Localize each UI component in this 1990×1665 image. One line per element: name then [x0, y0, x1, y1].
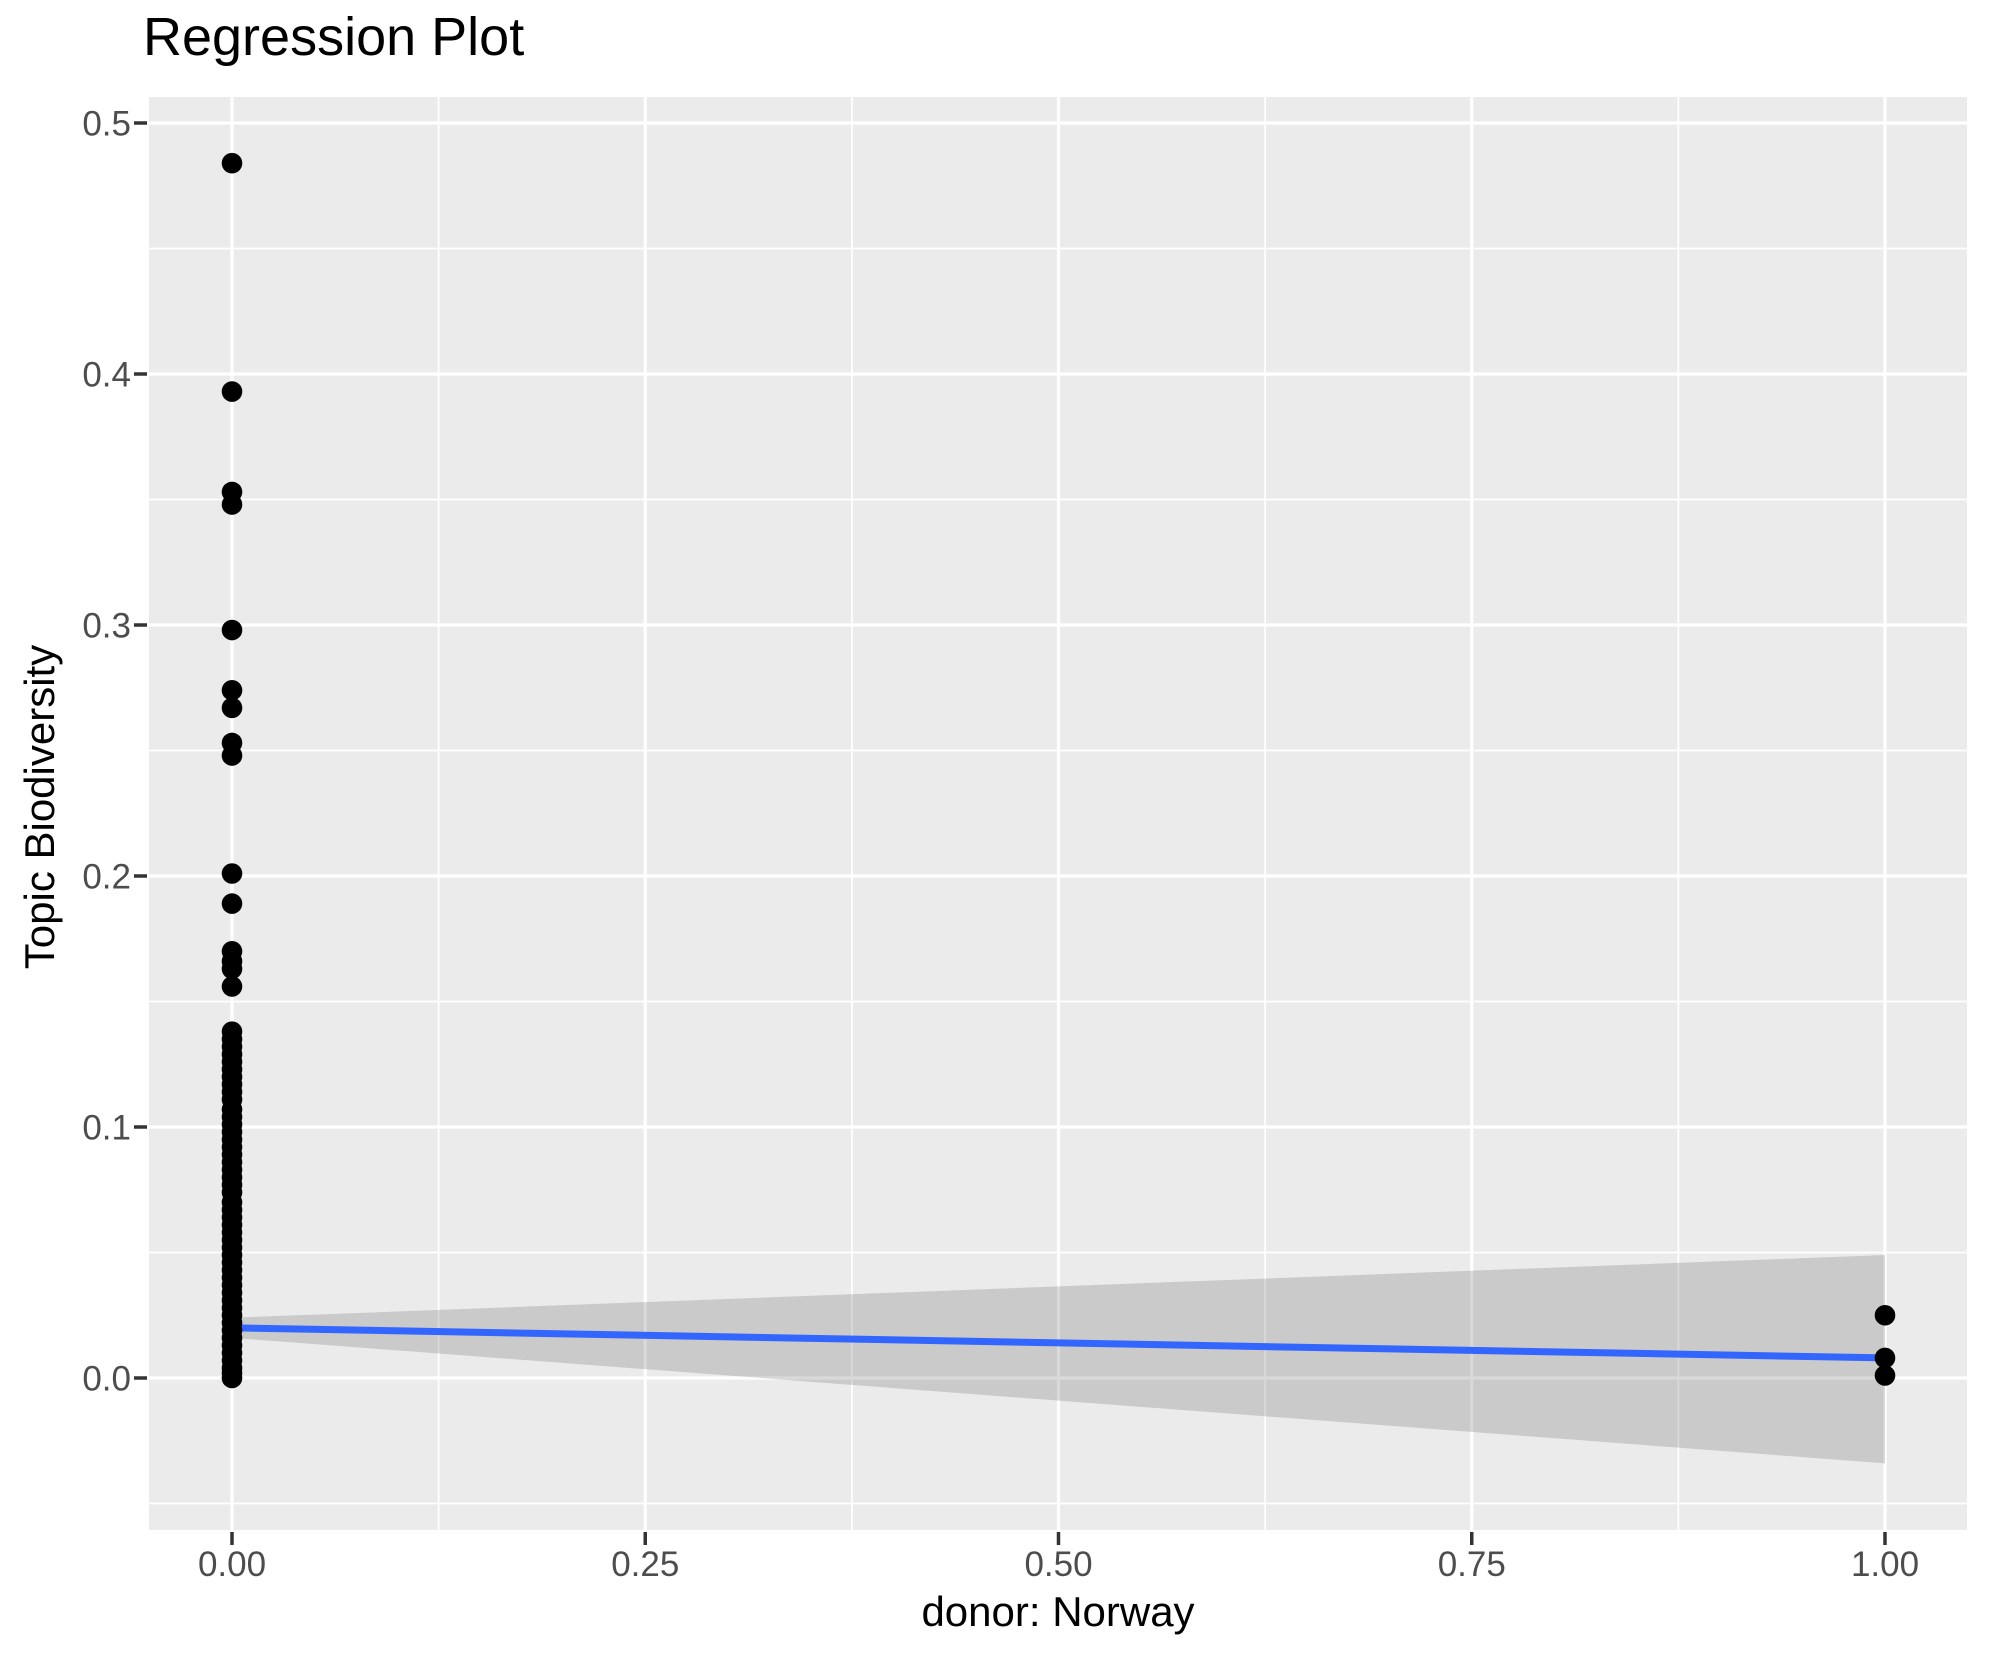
x-tick-label: 0.75 — [1438, 1545, 1506, 1584]
x-tick-label: 0.25 — [611, 1545, 679, 1584]
data-point — [221, 152, 243, 174]
x-tick-label: 0.50 — [1024, 1545, 1092, 1584]
regression-line — [231, 1324, 1886, 1362]
data-point — [221, 745, 243, 766]
y-tick-label: 0.5 — [82, 104, 131, 143]
x-tick-label: 1.00 — [1851, 1545, 1919, 1584]
x-axis-title: donor: Norway — [921, 1588, 1195, 1635]
plot-title: Regression Plot — [143, 7, 525, 67]
data-point — [221, 893, 243, 914]
x-tick-label: 0.00 — [198, 1545, 266, 1584]
y-tick-label: 0.1 — [82, 1108, 131, 1147]
data-point — [221, 679, 243, 701]
data-point — [221, 494, 243, 515]
confidence-band — [232, 1255, 1885, 1464]
data-point — [1874, 1365, 1896, 1386]
y-tick-label: 0.2 — [82, 857, 131, 896]
data-point — [221, 619, 243, 641]
data-point — [1874, 1304, 1896, 1326]
data-point — [221, 976, 243, 997]
data-point — [221, 381, 243, 402]
data-point — [221, 1367, 243, 1389]
y-tick-label: 0.4 — [82, 355, 131, 394]
y-tick-label: 0.3 — [82, 606, 131, 645]
data-point — [221, 958, 243, 980]
data-point — [221, 863, 243, 884]
data-point — [1874, 1347, 1896, 1369]
y-tick-label: 0.0 — [82, 1359, 131, 1398]
data-point — [221, 697, 243, 719]
